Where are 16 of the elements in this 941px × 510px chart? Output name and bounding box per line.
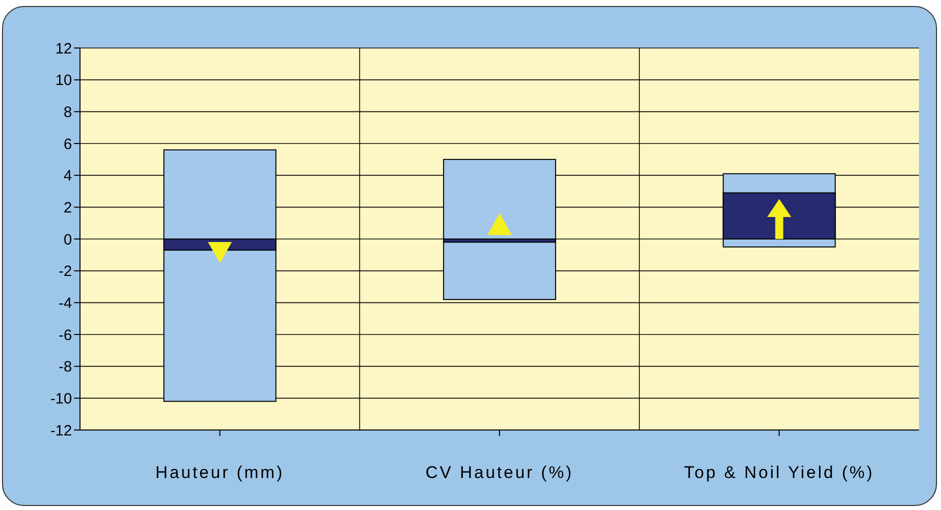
- y-tick-label: -4: [58, 294, 72, 312]
- y-tick-label: -2: [58, 263, 72, 280]
- y-tick-label: 8: [64, 104, 72, 121]
- y-tick-label: -6: [58, 326, 72, 344]
- x-tick-label: CV Hauteur (%): [426, 463, 574, 482]
- y-tick-label: 4: [64, 168, 72, 185]
- y-tick-label: 0: [64, 231, 72, 248]
- y-tick-label: 10: [55, 72, 72, 90]
- y-tick-label: -10: [50, 390, 72, 408]
- y-tick-label: -8: [58, 358, 72, 376]
- y-tick-label: -12: [50, 422, 72, 440]
- y-tick-label: 6: [64, 136, 72, 153]
- y-tick-label: 2: [64, 199, 72, 216]
- x-tick-label: Hauteur (mm): [155, 463, 284, 482]
- y-tick-label: 12: [55, 40, 72, 58]
- x-tick-label: Top & Noil Yield (%): [684, 463, 874, 482]
